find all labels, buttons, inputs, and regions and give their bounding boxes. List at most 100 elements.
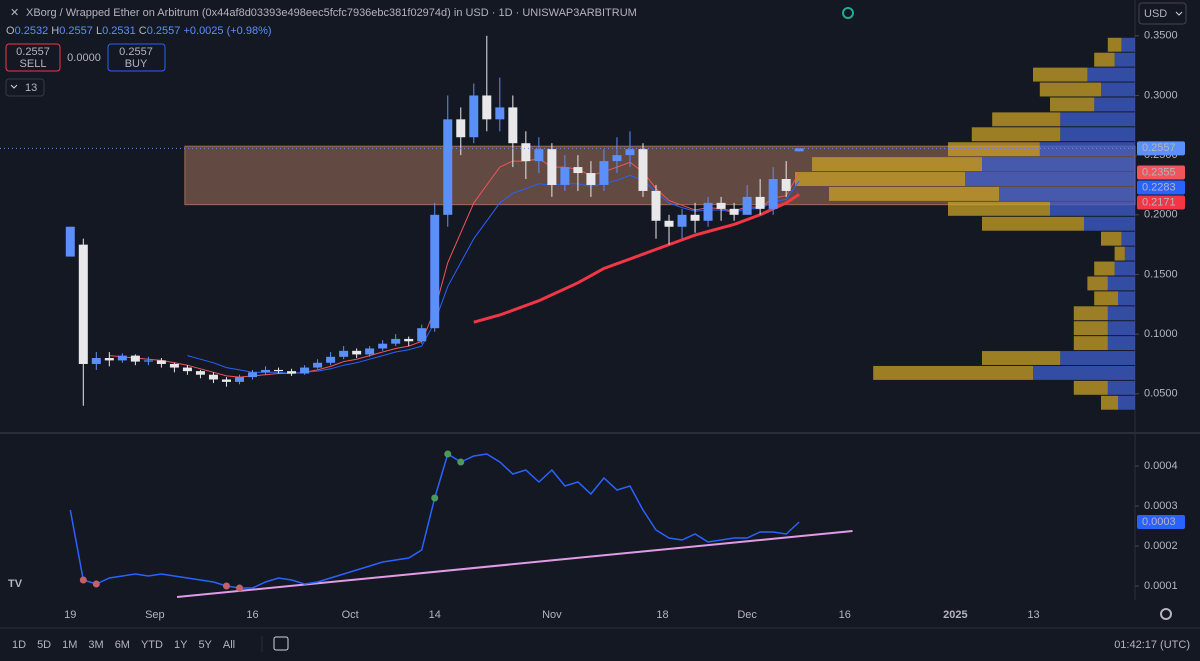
x-tick-label: Sep xyxy=(145,609,165,621)
ohlc-letter: C xyxy=(139,25,147,37)
profile-down xyxy=(1073,336,1108,351)
x-tick-label: 14 xyxy=(429,609,441,621)
currency-select[interactable] xyxy=(1138,2,1187,25)
clock: 01:42:17 (UTC) xyxy=(1114,639,1190,651)
candle-body xyxy=(742,196,752,215)
y-tick-label: 0.1000 xyxy=(1144,328,1178,340)
candle-body xyxy=(482,95,492,120)
buy-label: BUY xyxy=(125,58,148,70)
profile-up xyxy=(1107,380,1135,395)
profile-down xyxy=(1033,67,1088,82)
ohlc-letter: O xyxy=(6,25,15,37)
profile-up xyxy=(1101,82,1135,97)
ohlc-value: 0.2531 xyxy=(102,25,136,37)
signal-marker xyxy=(235,584,243,592)
profile-down xyxy=(1094,52,1115,67)
ohlc-value: 0.2557 xyxy=(147,25,181,37)
indicator-count: 13 xyxy=(25,82,37,94)
profile-up xyxy=(1124,246,1135,261)
candle-body xyxy=(508,107,518,144)
price-label-bg xyxy=(1137,141,1185,156)
signal-marker xyxy=(92,580,100,588)
x-tick-label: 2025 xyxy=(943,609,967,621)
candle-body xyxy=(404,338,414,342)
candle-body xyxy=(755,196,765,209)
indicators-toggle[interactable] xyxy=(5,78,45,97)
candle-body xyxy=(104,358,114,361)
market-status xyxy=(842,7,854,19)
candle-body xyxy=(313,362,323,368)
range-button[interactable]: 1D xyxy=(12,639,26,651)
candle-body xyxy=(768,179,778,209)
chevron xyxy=(1175,11,1183,16)
y2-tick-label: 0.0001 xyxy=(1144,580,1178,592)
candle-body xyxy=(130,355,140,362)
profile-up xyxy=(1060,112,1135,127)
profile-down xyxy=(1094,261,1115,276)
profile-up xyxy=(1118,291,1135,306)
candle-body xyxy=(664,220,674,227)
settings-icon[interactable] xyxy=(1160,608,1172,620)
price-label-bg xyxy=(1137,180,1185,195)
y-tick-label: 0.3000 xyxy=(1144,89,1178,101)
profile-down xyxy=(971,127,1061,142)
trendline xyxy=(176,530,853,598)
profile-down xyxy=(829,186,999,201)
profile-down xyxy=(1087,276,1108,291)
indicator-label-bg xyxy=(1137,515,1185,529)
profile-up xyxy=(1118,395,1135,410)
candle-body xyxy=(521,143,531,162)
currency: USD xyxy=(1144,8,1167,20)
candle-body xyxy=(625,149,635,156)
range-button[interactable]: 5D xyxy=(37,639,51,651)
plot: 0.05000.10000.15000.20000.25000.30000.35… xyxy=(0,30,1185,621)
signal-marker xyxy=(222,582,230,590)
ui: ✕ XBorg / Wrapped Ether on Arbitrum (0x4… xyxy=(5,2,1190,652)
profile-up xyxy=(1107,306,1135,321)
buy-button[interactable] xyxy=(107,43,166,72)
ohlc-value: 0.2557 xyxy=(59,25,93,37)
candle-body xyxy=(391,338,401,344)
x-tick-label: 16 xyxy=(839,609,851,621)
candle-body xyxy=(143,360,153,362)
candle-body xyxy=(91,358,101,364)
range-button[interactable]: 3M xyxy=(88,639,103,651)
symbol-title: XBorg / Wrapped Ether on Arbitrum (0x44a… xyxy=(26,7,637,19)
profile-down xyxy=(1094,291,1118,306)
ohlc-letter: L xyxy=(96,25,102,37)
calendar-icon[interactable] xyxy=(273,636,289,651)
profile-down xyxy=(1114,246,1125,261)
profile-down xyxy=(982,216,1084,231)
range-button[interactable]: 1Y xyxy=(174,639,188,651)
close-icon[interactable]: ✕ xyxy=(10,7,19,19)
candle-body xyxy=(560,167,570,185)
profile-up xyxy=(1039,142,1135,157)
profile-down xyxy=(948,142,1040,157)
range-button[interactable]: 5Y xyxy=(198,639,212,651)
x-tick-label: 18 xyxy=(656,609,668,621)
candle-body xyxy=(378,343,388,349)
profile-down xyxy=(982,351,1061,365)
candle-body xyxy=(612,155,622,162)
candle-body xyxy=(365,348,375,355)
sell-label: SELL xyxy=(20,58,47,70)
profile-down xyxy=(948,201,1050,216)
signal-marker xyxy=(457,458,465,466)
candle-body xyxy=(117,355,127,361)
candle-body xyxy=(182,367,192,372)
candle-body xyxy=(352,350,362,355)
signal-marker xyxy=(79,576,87,584)
candle-body xyxy=(417,328,427,342)
range-button[interactable]: YTD xyxy=(141,639,163,651)
x-tick-label: Oct xyxy=(342,609,359,621)
profile-down xyxy=(1050,97,1095,112)
logo: TV xyxy=(8,578,23,590)
x-tick-label: Dec xyxy=(737,609,757,621)
sell-button[interactable] xyxy=(5,43,61,72)
candle-body xyxy=(495,107,505,120)
candle-body xyxy=(300,367,310,374)
range-button[interactable]: 1M xyxy=(62,639,77,651)
profile-up xyxy=(1121,37,1135,52)
range-button[interactable]: 6M xyxy=(115,639,130,651)
range-button[interactable]: All xyxy=(223,639,235,651)
